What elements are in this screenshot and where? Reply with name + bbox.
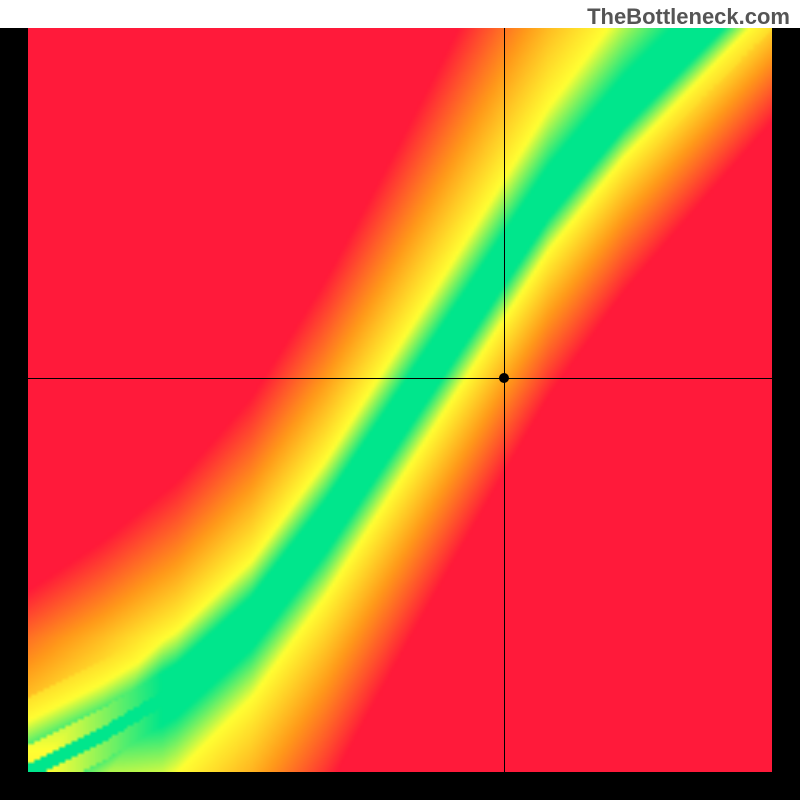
plot-area (28, 28, 772, 772)
crosshair-vertical (504, 28, 505, 772)
watermark-text: TheBottleneck.com (587, 4, 790, 30)
marker-dot (499, 373, 509, 383)
heatmap-canvas (28, 28, 772, 772)
chart-frame (0, 28, 800, 800)
crosshair-horizontal (28, 378, 772, 379)
bottleneck-chart-container: TheBottleneck.com (0, 0, 800, 800)
